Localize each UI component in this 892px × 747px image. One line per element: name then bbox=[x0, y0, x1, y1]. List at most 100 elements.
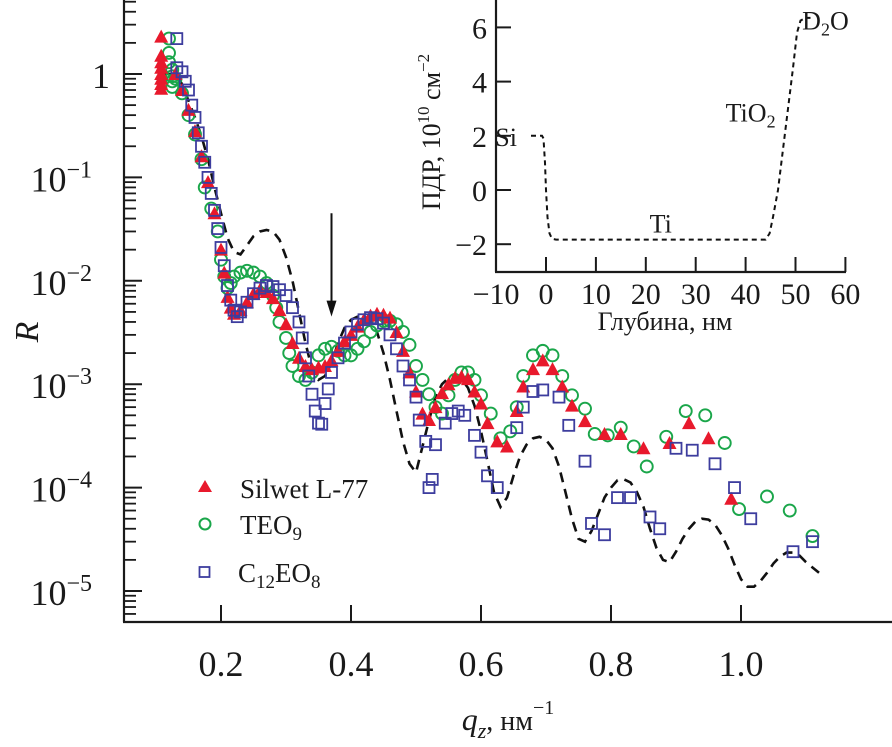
y-tick-label: 1 bbox=[92, 56, 110, 96]
inset-x-tick-label: 40 bbox=[731, 278, 761, 311]
data-point-square bbox=[409, 390, 423, 404]
data-point-circle bbox=[732, 502, 746, 517]
inset-x-ticks: −10 0 10 20 30 40 50 60 bbox=[473, 257, 860, 311]
data-point-square bbox=[562, 418, 576, 432]
data-point-square bbox=[305, 387, 319, 401]
data-point-circle bbox=[240, 263, 254, 278]
inset-x-tick-label: 60 bbox=[830, 278, 860, 311]
data-point-triangle bbox=[292, 350, 306, 364]
data-point-triangle bbox=[154, 29, 169, 43]
main-y-ticks: 110−110−210−310−410−5 bbox=[30, 0, 142, 615]
data-point-square bbox=[611, 491, 624, 505]
data-point-square bbox=[351, 317, 364, 331]
x-label-sup: −1 bbox=[533, 697, 554, 719]
data-point-square bbox=[185, 98, 199, 112]
series-triangle bbox=[154, 29, 739, 505]
data-point-square bbox=[510, 421, 524, 435]
inset-y-label-sup: 10 bbox=[414, 106, 433, 123]
inset-x-tick-label: −10 bbox=[473, 278, 520, 311]
data-point-circle bbox=[545, 348, 560, 363]
data-point-triangle bbox=[217, 265, 232, 279]
data-point-triangle bbox=[461, 372, 475, 386]
data-point-triangle bbox=[188, 124, 202, 138]
data-point-square bbox=[412, 413, 426, 427]
data-point-square bbox=[377, 316, 390, 330]
data-point-circle bbox=[285, 359, 300, 373]
data-point-square bbox=[253, 281, 267, 295]
legend-item-silwet: Silwet L-77 bbox=[198, 474, 368, 504]
data-point-triangle bbox=[613, 426, 628, 440]
inset-y-label-unit: см bbox=[417, 72, 446, 107]
data-point-square bbox=[643, 510, 657, 524]
data-point-square bbox=[728, 481, 741, 495]
data-point-square bbox=[396, 359, 410, 373]
data-point-square bbox=[266, 280, 280, 293]
data-point-square bbox=[224, 293, 238, 307]
legend-c-sub: 12 bbox=[256, 572, 275, 593]
data-point-square bbox=[685, 443, 699, 457]
data-point-square bbox=[211, 222, 225, 235]
data-point-square bbox=[552, 390, 566, 404]
inset-label-text2: O bbox=[830, 6, 849, 35]
data-point-triangle bbox=[285, 336, 300, 350]
data-point-circle bbox=[717, 436, 732, 450]
data-point-square bbox=[302, 369, 316, 383]
data-point-square bbox=[191, 126, 205, 140]
data-point-square bbox=[182, 83, 195, 97]
data-point-square bbox=[598, 528, 611, 542]
data-point-circle bbox=[318, 341, 332, 356]
data-point-triangle bbox=[724, 491, 739, 505]
y-tick-exp: −4 bbox=[66, 468, 92, 494]
data-point-triangle bbox=[435, 386, 449, 400]
data-point-square bbox=[536, 383, 550, 397]
inset-label-text: Ti bbox=[650, 210, 672, 239]
data-point-circle bbox=[782, 503, 797, 518]
series-square bbox=[170, 32, 819, 559]
data-point-square bbox=[234, 305, 247, 319]
main-plot: 110−110−210−310−410−5 0.2 0.4 0.6 0.8 1.0 R … bbox=[9, 0, 892, 743]
data-point-square bbox=[227, 303, 241, 317]
legend-c-text: C bbox=[238, 558, 256, 588]
data-point-triangle bbox=[500, 439, 514, 453]
inset-x-tick-label: 10 bbox=[581, 278, 611, 311]
data-point-triangle bbox=[383, 310, 397, 324]
inset-label-text: D bbox=[802, 6, 821, 35]
inset-y-label-sup2: −2 bbox=[414, 54, 433, 72]
y-tick-exp: −1 bbox=[66, 157, 92, 183]
data-point-triangle bbox=[480, 416, 495, 430]
data-point-square bbox=[331, 351, 345, 365]
data-point-square bbox=[357, 313, 371, 327]
data-point-square bbox=[214, 241, 228, 254]
data-point-square bbox=[204, 187, 218, 200]
data-point-triangle bbox=[220, 289, 235, 303]
data-point-circle bbox=[409, 359, 423, 373]
data-point-triangle bbox=[331, 343, 345, 357]
data-point-square bbox=[195, 139, 208, 153]
data-point-triangle bbox=[181, 102, 196, 116]
y-tick-base: 10 bbox=[30, 159, 66, 199]
x-tick-label: 0.2 bbox=[199, 644, 244, 684]
x-tick-label: 0.6 bbox=[459, 644, 504, 684]
data-point-square bbox=[481, 469, 494, 483]
main-y-label: R bbox=[9, 321, 46, 343]
y-tick-label: 10−4 bbox=[30, 468, 92, 510]
data-point-triangle bbox=[272, 303, 287, 317]
y-tick-label: 10−1 bbox=[30, 157, 92, 199]
data-point-triangle bbox=[266, 291, 280, 305]
data-point-circle bbox=[233, 265, 248, 280]
data-point-circle bbox=[210, 224, 225, 239]
data-point-circle bbox=[760, 489, 774, 504]
data-point-square bbox=[425, 473, 439, 486]
legend-label-c12eo8: C12EO8 bbox=[238, 558, 321, 593]
data-point-square bbox=[786, 545, 800, 559]
data-point-square bbox=[451, 404, 465, 418]
x-tick-label: 0.8 bbox=[589, 644, 634, 684]
inset-y-ticks: −2 0 2 4 6 bbox=[455, 12, 511, 262]
inset-x-tick-label: 20 bbox=[631, 278, 661, 311]
y-tick-base: 10 bbox=[30, 573, 66, 613]
legend-marker-square bbox=[198, 566, 211, 578]
data-point-square bbox=[221, 279, 234, 292]
data-point-square bbox=[669, 441, 683, 455]
